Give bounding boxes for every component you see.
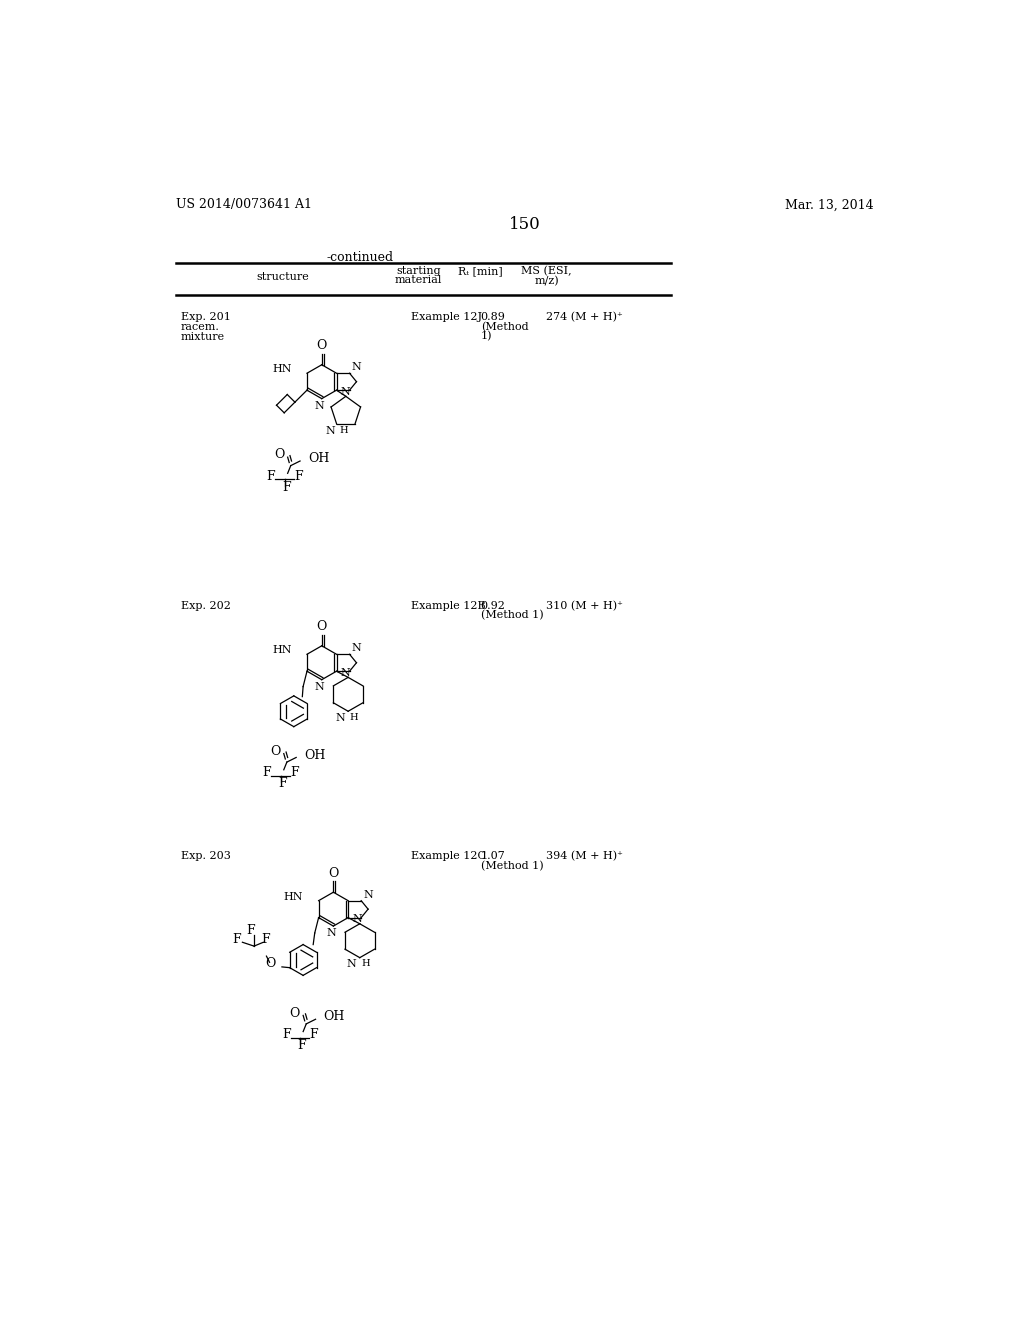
Text: 1): 1) <box>480 331 493 341</box>
Text: m/z): m/z) <box>535 276 559 285</box>
Text: -continued: -continued <box>327 251 394 264</box>
Text: O: O <box>265 957 275 970</box>
Text: N: N <box>314 401 325 411</box>
Text: F: F <box>282 1028 291 1041</box>
Text: Exp. 202: Exp. 202 <box>180 601 230 611</box>
Text: F: F <box>278 777 287 791</box>
Text: (Method 1): (Method 1) <box>480 610 544 620</box>
Text: H: H <box>339 426 348 434</box>
Text: 394 (M + H)⁺: 394 (M + H)⁺ <box>547 851 624 862</box>
Text: Example 12C: Example 12C <box>411 851 485 862</box>
Text: F: F <box>266 470 274 483</box>
Text: OH: OH <box>304 748 326 762</box>
Text: (Method 1): (Method 1) <box>480 861 544 871</box>
Text: Exp. 201: Exp. 201 <box>180 313 230 322</box>
Text: N: N <box>352 915 361 924</box>
Text: HN: HN <box>284 892 303 902</box>
Text: H: H <box>349 713 358 722</box>
Text: N: N <box>364 890 374 899</box>
Text: Example 12B: Example 12B <box>411 601 485 611</box>
Text: Rₜ [min]: Rₜ [min] <box>459 267 503 276</box>
Text: 150: 150 <box>509 216 541 234</box>
Text: F: F <box>262 767 271 779</box>
Text: 1.07: 1.07 <box>480 851 506 862</box>
Text: 0.89: 0.89 <box>480 313 506 322</box>
Text: N: N <box>352 362 361 372</box>
Text: O: O <box>328 867 339 880</box>
Text: F: F <box>246 924 255 937</box>
Text: mixture: mixture <box>180 333 225 342</box>
Text: 274 (M + H)⁺: 274 (M + H)⁺ <box>547 313 624 322</box>
Text: O: O <box>290 1007 300 1019</box>
Text: Example 12J: Example 12J <box>411 313 482 322</box>
Text: F: F <box>297 1039 306 1052</box>
Text: F: F <box>294 470 303 483</box>
Text: O: O <box>316 620 327 634</box>
Text: MS (ESI,: MS (ESI, <box>521 267 571 277</box>
Text: N: N <box>335 713 345 723</box>
Text: N: N <box>347 960 356 969</box>
Text: N: N <box>314 682 325 692</box>
Text: HN: HN <box>272 645 292 656</box>
Text: N: N <box>340 668 350 677</box>
Text: HN: HN <box>272 364 292 375</box>
Text: racem.: racem. <box>180 322 219 333</box>
Text: N: N <box>352 643 361 653</box>
Text: O: O <box>274 449 285 462</box>
Text: F: F <box>261 933 270 946</box>
Text: F: F <box>291 767 299 779</box>
Text: starting: starting <box>396 267 441 276</box>
Text: OH: OH <box>308 453 329 465</box>
Text: 310 (M + H)⁺: 310 (M + H)⁺ <box>547 601 624 611</box>
Text: N: N <box>340 387 350 397</box>
Text: F: F <box>232 933 242 946</box>
Text: Exp. 203: Exp. 203 <box>180 851 230 862</box>
Text: F: F <box>282 480 291 494</box>
Text: 0.92: 0.92 <box>480 601 506 611</box>
Text: O: O <box>270 744 281 758</box>
Text: OH: OH <box>324 1010 345 1023</box>
Text: F: F <box>309 1028 318 1041</box>
Text: H: H <box>361 960 370 968</box>
Text: Mar. 13, 2014: Mar. 13, 2014 <box>785 198 873 211</box>
Text: material: material <box>395 276 442 285</box>
Text: N: N <box>326 426 335 436</box>
Text: N: N <box>327 928 336 939</box>
Text: O: O <box>316 339 327 352</box>
Text: US 2014/0073641 A1: US 2014/0073641 A1 <box>176 198 312 211</box>
Text: structure: structure <box>257 272 309 282</box>
Text: (Method: (Method <box>480 322 528 331</box>
